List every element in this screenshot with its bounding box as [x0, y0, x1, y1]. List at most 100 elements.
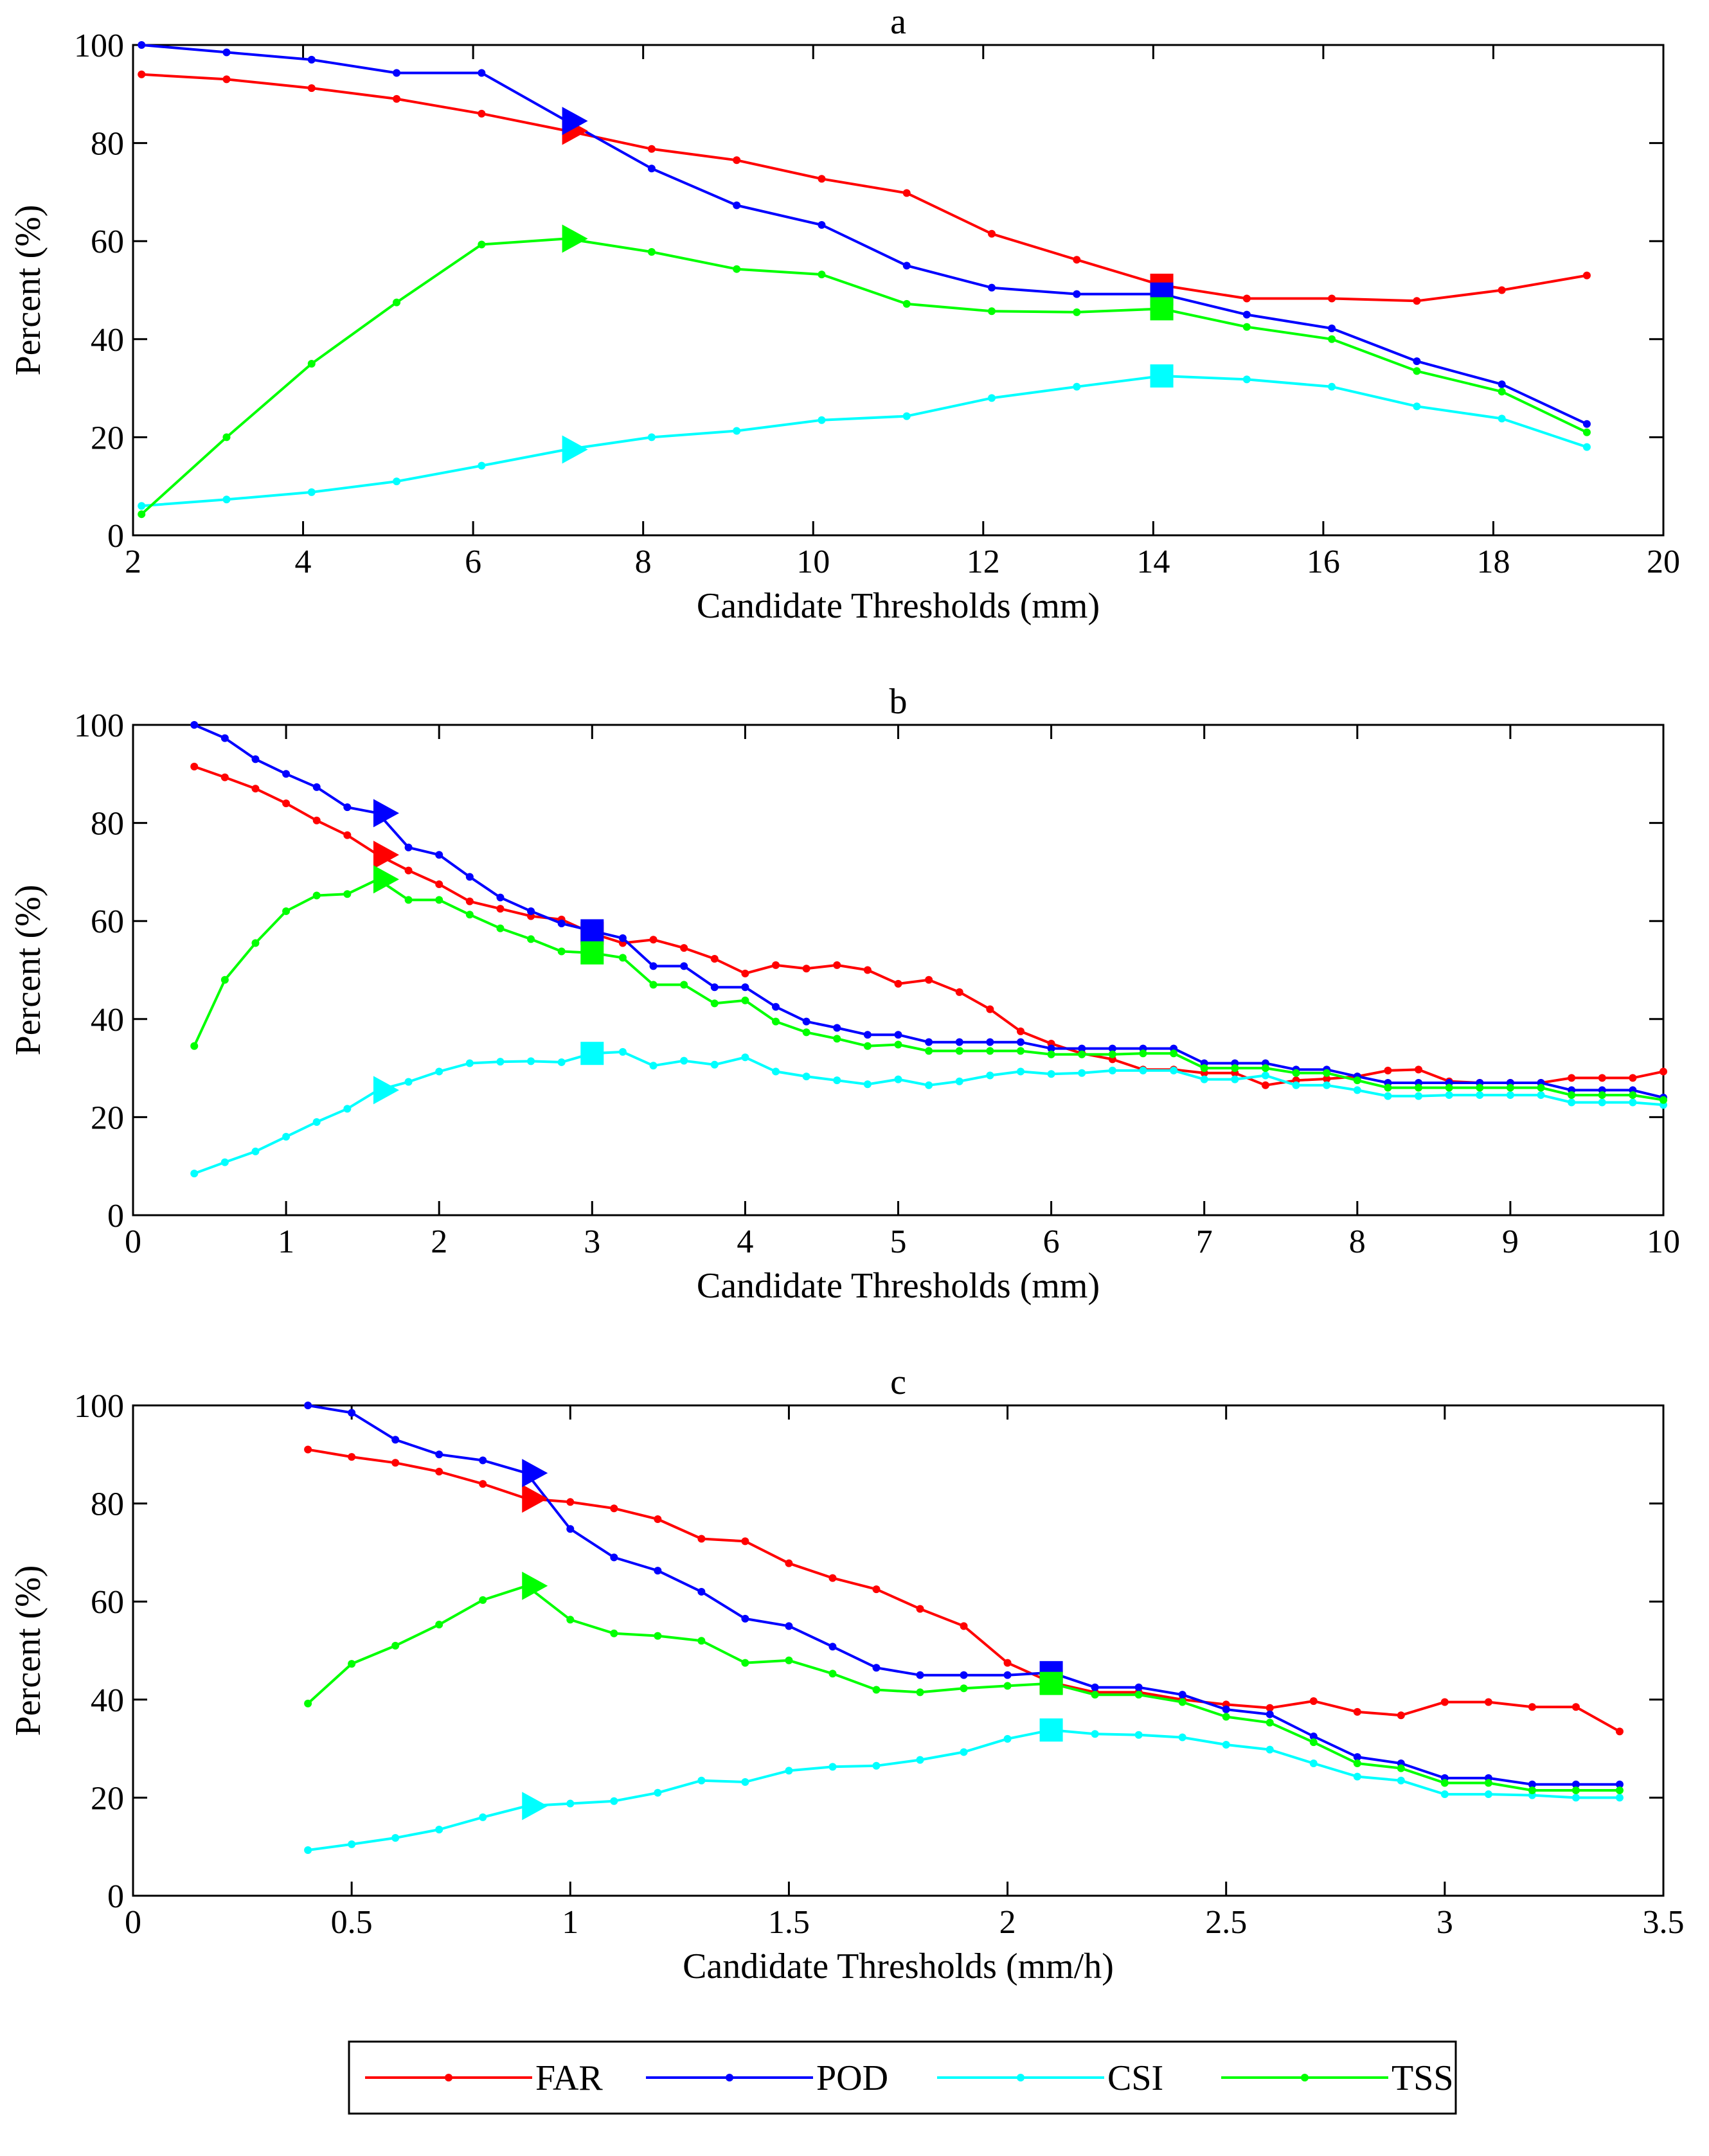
panel-b-series-far-point — [1568, 1074, 1576, 1082]
panel-b-series-csi-point — [986, 1071, 994, 1080]
panel-a-series-pod-point — [988, 283, 996, 292]
panel-c-x-tick-label: 2.5 — [1205, 1904, 1247, 1941]
panel-c-series-pod-point — [435, 1450, 443, 1459]
panel-b-series-csi-point — [312, 1118, 321, 1127]
panel-b-series-pod-point — [190, 721, 199, 729]
panel-b-series-tss-point — [1108, 1050, 1116, 1058]
panel-b-series-tss — [190, 875, 1667, 1104]
panel-c-series-csi-point — [654, 1788, 662, 1797]
panel-b-series-csi-point — [1292, 1081, 1300, 1089]
panel-c-series-tss-point — [697, 1637, 706, 1645]
panel-a-series-tss-point — [138, 510, 146, 519]
panel-c-x-tick-label: 1.5 — [768, 1904, 810, 1941]
panel-a-series-csi-point — [733, 427, 741, 435]
panel-c-series-far-point — [610, 1504, 618, 1513]
panel-c-series-far-point — [1571, 1703, 1580, 1711]
panel-c: 0 0.5 1 1.5 2 2.5 3 3.5 0 20 40 60 80 100 c Candidate T… — [8, 1362, 1685, 1986]
panel-c-series-far-point — [1397, 1711, 1405, 1720]
panel-b-series-far-point — [1415, 1065, 1423, 1074]
panel-b-series-far-point — [1261, 1081, 1269, 1089]
panel-c-series-tss-point — [1571, 1786, 1580, 1794]
panel-b-series-csi-point — [404, 1078, 413, 1086]
panel-c-series-tss-point — [1397, 1764, 1405, 1772]
panel-b-series-pod-point — [496, 893, 505, 902]
panel-b-series-far-point — [1629, 1074, 1637, 1082]
panel-a-series-tss-line — [140, 237, 1588, 515]
panel-c-series-pod-point — [828, 1643, 837, 1651]
panel-b-series-pod-point — [1108, 1044, 1116, 1053]
panel-c-y-tick-label: 40 — [91, 1682, 124, 1719]
panel-b-series-far-point — [710, 954, 719, 963]
panel-b-series-far-point — [1384, 1066, 1392, 1074]
panel-b-series-tss-point — [618, 954, 627, 962]
panel-b-series-csi-point — [220, 1158, 229, 1166]
panel-c-x-tick-label: 1 — [562, 1904, 578, 1941]
panel-c-series-csi-point — [872, 1761, 881, 1770]
panel-a-triangle-marker-tss — [562, 224, 588, 253]
panel-c-series-csi-point — [1484, 1790, 1492, 1799]
panel-b-series-csi-point — [1415, 1092, 1423, 1100]
legend-entry-far-label: FAR — [535, 2058, 603, 2098]
panel-a-series-far-point — [902, 189, 911, 197]
panel-a-series-csi-point — [1242, 375, 1251, 384]
panel-a-x-axis-label: Candidate Thresholds (mm) — [697, 586, 1100, 626]
panel-c-series-far-point — [479, 1480, 487, 1488]
panel-a-x-tick-label: 4 — [295, 544, 312, 580]
panel-b-series-csi-point — [1568, 1098, 1576, 1107]
panel-b-series-pod-point — [649, 962, 658, 970]
panel-a-series-tss-point — [647, 247, 656, 256]
panel-c-series-far-point — [828, 1574, 837, 1582]
panel-c-series-pod-point — [1222, 1706, 1230, 1714]
panel-a-series-pod-point — [1413, 357, 1421, 366]
panel-b-series-csi-point — [833, 1076, 841, 1085]
panel-b-series-csi-point — [251, 1147, 260, 1155]
panel-b-series-far-point — [190, 762, 199, 771]
panel-a-series-pod-point — [478, 69, 486, 77]
panel-c-series-far-point — [1003, 1659, 1012, 1667]
panel-a-series-far-point — [818, 175, 826, 183]
panel-b-series-csi-point — [1476, 1091, 1484, 1100]
panel-b-series-csi-point — [1506, 1091, 1514, 1100]
panel-b-title: b — [890, 682, 908, 722]
legend-entry-pod: POD — [646, 2058, 888, 2098]
panel-b-series-far-point — [404, 866, 413, 875]
panel-b-triangle-marker-pod — [373, 799, 399, 828]
panel-c-series-tss-point — [1440, 1779, 1449, 1787]
panel-c-series-csi-point — [1091, 1730, 1099, 1738]
panel-b-y-tick-label: 0 — [107, 1198, 124, 1234]
panel-b-series-tss-point — [710, 999, 719, 1008]
panel-b-series-far-point — [251, 785, 260, 793]
panel-b-x-tick-label: 9 — [1502, 1224, 1519, 1260]
panel-b-series-csi-point — [863, 1080, 872, 1089]
panel-b-series-csi-point — [343, 1105, 352, 1113]
panel-b-series-far-point — [435, 880, 443, 888]
panel-b-series-csi-point — [496, 1058, 505, 1066]
panel-b-series-tss-point — [1537, 1083, 1545, 1092]
panel-b-series-csi-point — [557, 1058, 566, 1066]
panel-a-series-tss-point — [1242, 323, 1251, 331]
panel-c-series-csi-point — [479, 1813, 487, 1821]
panel-a-series-csi-point — [138, 502, 146, 510]
panel-b-series-pod-point — [894, 1031, 902, 1039]
panel-c-square-marker-tss — [1039, 1671, 1063, 1695]
legend-entry-tss-marker — [1301, 2074, 1309, 2081]
panel-b-series-tss-point — [1292, 1069, 1300, 1077]
panel-b-series-tss-point — [741, 996, 749, 1004]
panel-b-series-csi-point — [1445, 1091, 1453, 1100]
panel-b-series-far-point — [1323, 1074, 1331, 1083]
panel-a-square-marker-csi — [1150, 364, 1174, 388]
panel-b-square-marker-pod — [580, 919, 604, 943]
panel-a-series-csi-point — [1413, 402, 1421, 411]
panel-c-series-pod-point — [304, 1402, 312, 1409]
panel-b-series-csi-point — [1047, 1070, 1055, 1078]
panel-c-series-far-point — [348, 1453, 356, 1461]
panel-c-triangle-marker-csi — [522, 1792, 548, 1821]
panel-a-series-csi-point — [647, 433, 656, 441]
panel-c-title: c — [890, 1362, 906, 1402]
panel-b-series-tss-point — [925, 1047, 933, 1055]
panel-c-series-far-point — [391, 1459, 400, 1467]
panel-a-series-csi-point — [902, 412, 911, 420]
panel-c-series-tss-point — [1134, 1691, 1143, 1699]
panel-c-series-far-point — [304, 1445, 312, 1454]
panel-a-series-csi-point — [307, 488, 316, 496]
